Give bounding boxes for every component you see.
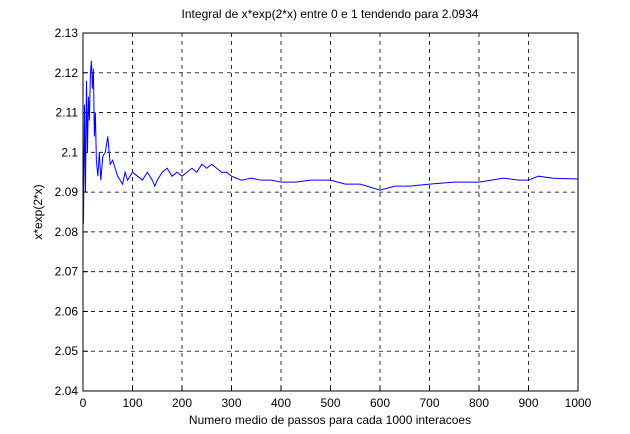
x-axis-label: Numero medio de passos para cada 1000 in… [189,413,471,427]
x-tick-label: 500 [320,396,340,410]
x-tick-label: 1000 [565,396,592,410]
x-tick-label: 100 [122,396,142,410]
y-tick-label: 2.09 [55,185,79,199]
y-tick-label: 2.12 [55,66,79,80]
y-tick-label: 2.07 [55,265,79,279]
y-axis-label: x*exp(2*x) [31,184,45,239]
x-tick-label: 200 [172,396,192,410]
x-tick-label: 700 [419,396,439,410]
y-tick-label: 2.05 [55,344,79,358]
y-tick-label: 2.04 [55,384,79,398]
y-tick-label: 2.13 [55,26,79,40]
x-tick-label: 400 [271,396,291,410]
x-tick-label: 900 [518,396,538,410]
y-tick-label: 2.1 [61,145,78,159]
y-tick-label: 2.06 [55,304,79,318]
x-tick-label: 300 [221,396,241,410]
y-tick-label: 2.08 [55,225,79,239]
y-tick-label: 2.11 [56,106,79,120]
chart-title: Integral de x*exp(2*x) entre 0 e 1 tende… [182,7,479,21]
data-line [82,60,579,224]
axes-box [82,32,579,392]
x-tick-label: 800 [469,396,489,410]
x-tick-label: 0 [80,396,87,410]
x-tick-label: 600 [370,396,390,410]
